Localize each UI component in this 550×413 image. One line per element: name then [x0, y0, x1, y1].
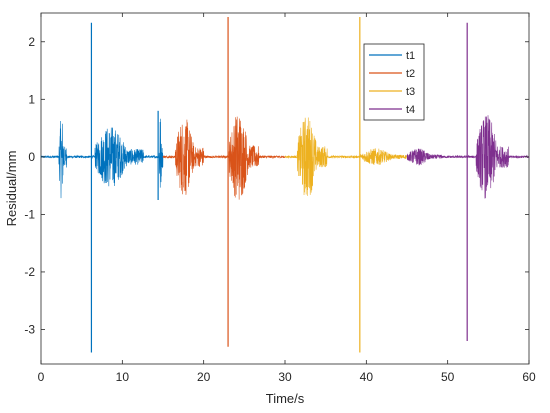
legend-label-t2: t2	[406, 68, 415, 80]
series-t2	[162, 17, 286, 347]
series-t4-trace	[406, 115, 530, 199]
x-tick-label: 50	[441, 370, 455, 384]
x-tick-label: 40	[360, 370, 374, 384]
x-tick-label: 60	[522, 370, 536, 384]
series-t1-trace	[40, 118, 164, 199]
series-traces	[40, 17, 530, 353]
y-tick-label: -1	[24, 207, 35, 221]
y-tick-label: 2	[28, 35, 35, 49]
series-t1	[40, 22, 164, 353]
legend-label-t3: t3	[406, 86, 415, 98]
legend: t1 t2 t3 t4	[363, 43, 425, 121]
x-tick-label: 10	[116, 370, 130, 384]
x-tick-label: 30	[278, 370, 292, 384]
plot-area: 0 10 20 30 40 50 60 -3 -2 -1 0 1 2	[24, 12, 536, 384]
legend-box	[363, 43, 425, 121]
axis-ticks: 0 10 20 30 40 50 60 -3 -2 -1 0 1 2	[24, 13, 536, 384]
y-tick-label: -2	[24, 265, 35, 279]
legend-label-t4: t4	[406, 104, 415, 116]
y-tick-label: 0	[28, 150, 35, 164]
y-axis-label: Residual/mm	[4, 151, 19, 227]
y-tick-label: 1	[28, 92, 35, 106]
series-t4	[406, 22, 530, 341]
series-t3-trace	[284, 117, 408, 196]
axes-box	[40, 12, 530, 365]
x-tick-label: 0	[38, 370, 45, 384]
y-tick-label: -3	[24, 322, 35, 336]
x-tick-label: 20	[197, 370, 211, 384]
legend-label-t1: t1	[406, 50, 415, 62]
x-axis-label: Time/s	[266, 391, 305, 406]
series-t2-trace	[162, 116, 286, 200]
series-t3	[284, 17, 408, 353]
